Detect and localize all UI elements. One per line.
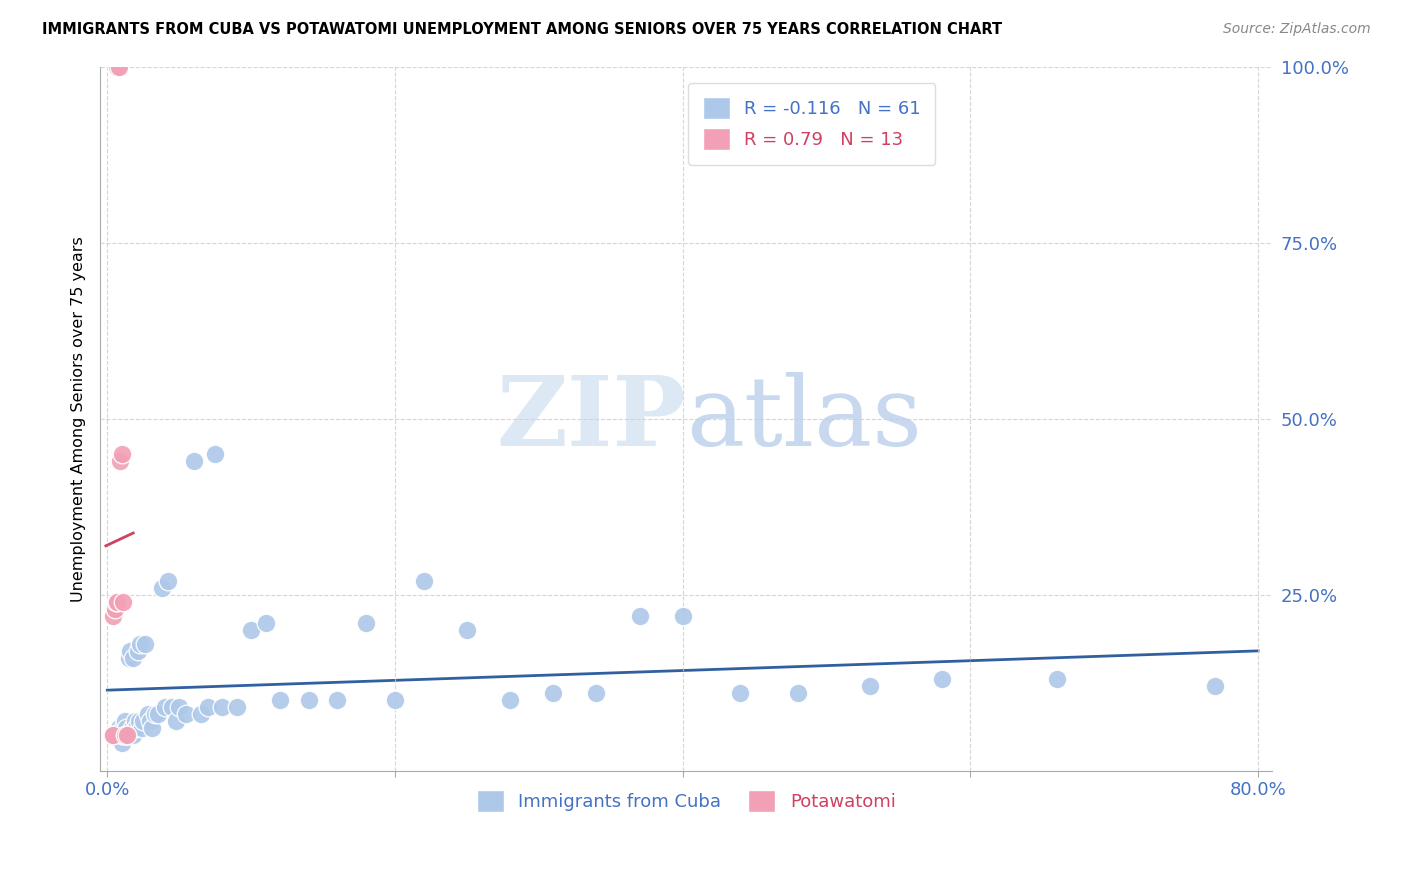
- Point: [1046, 672, 1069, 686]
- Point: [136, 707, 159, 722]
- Text: IMMIGRANTS FROM CUBA VS POTAWATOMI UNEMPLOYMENT AMONG SENIORS OVER 75 YEARS CORR: IMMIGRANTS FROM CUBA VS POTAWATOMI UNEMP…: [42, 22, 1002, 37]
- Point: [104, 595, 127, 609]
- Point: [104, 729, 127, 743]
- Point: [143, 707, 166, 722]
- Point: [160, 700, 183, 714]
- Point: [114, 714, 136, 729]
- Point: [125, 722, 148, 736]
- Point: [141, 722, 163, 736]
- Point: [114, 729, 136, 743]
- Point: [111, 735, 134, 749]
- Point: [269, 693, 291, 707]
- Point: [628, 608, 651, 623]
- Point: [101, 729, 124, 743]
- Text: Source: ZipAtlas.com: Source: ZipAtlas.com: [1223, 22, 1371, 37]
- Point: [100, 729, 122, 743]
- Point: [110, 454, 132, 468]
- Point: [103, 601, 125, 615]
- Point: [115, 722, 138, 736]
- Point: [114, 729, 136, 743]
- Point: [120, 644, 142, 658]
- Point: [117, 729, 139, 743]
- Point: [786, 686, 808, 700]
- Point: [254, 615, 277, 630]
- Point: [412, 574, 434, 588]
- Point: [326, 693, 349, 707]
- Point: [225, 700, 247, 714]
- Point: [117, 729, 139, 743]
- Point: [128, 714, 150, 729]
- Point: [146, 707, 169, 722]
- Point: [728, 686, 751, 700]
- Point: [122, 651, 145, 665]
- Y-axis label: Unemployment Among Seniors over 75 years: Unemployment Among Seniors over 75 years: [72, 235, 86, 601]
- Point: [122, 729, 145, 743]
- Point: [139, 714, 162, 729]
- Point: [585, 686, 607, 700]
- Point: [134, 637, 156, 651]
- Text: atlas: atlas: [686, 372, 922, 466]
- Point: [105, 60, 128, 74]
- Point: [129, 637, 152, 651]
- Point: [118, 729, 141, 743]
- Point: [456, 623, 478, 637]
- Point: [101, 608, 124, 623]
- Point: [167, 700, 190, 714]
- Point: [105, 595, 128, 609]
- Point: [165, 714, 187, 729]
- Point: [112, 722, 135, 736]
- Point: [150, 581, 173, 595]
- Point: [108, 722, 131, 736]
- Point: [131, 722, 153, 736]
- Point: [384, 693, 406, 707]
- Point: [121, 722, 143, 736]
- Point: [197, 700, 219, 714]
- Point: [240, 623, 263, 637]
- Point: [111, 447, 134, 461]
- Point: [204, 447, 226, 461]
- Point: [176, 707, 198, 722]
- Point: [859, 679, 882, 693]
- Point: [298, 693, 321, 707]
- Point: [931, 672, 953, 686]
- Point: [112, 595, 135, 609]
- Point: [499, 693, 522, 707]
- Point: [127, 644, 149, 658]
- Point: [672, 608, 695, 623]
- Point: [118, 651, 141, 665]
- Point: [190, 707, 212, 722]
- Text: ZIP: ZIP: [496, 372, 686, 466]
- Point: [211, 700, 233, 714]
- Point: [183, 454, 205, 468]
- Point: [541, 686, 564, 700]
- Point: [153, 700, 176, 714]
- Point: [1204, 679, 1226, 693]
- Point: [354, 615, 377, 630]
- Point: [132, 714, 155, 729]
- Point: [124, 714, 146, 729]
- Point: [111, 729, 134, 743]
- Point: [156, 574, 179, 588]
- Legend: Immigrants from Cuba, Potawatomi: Immigrants from Cuba, Potawatomi: [464, 778, 908, 825]
- Point: [108, 60, 131, 74]
